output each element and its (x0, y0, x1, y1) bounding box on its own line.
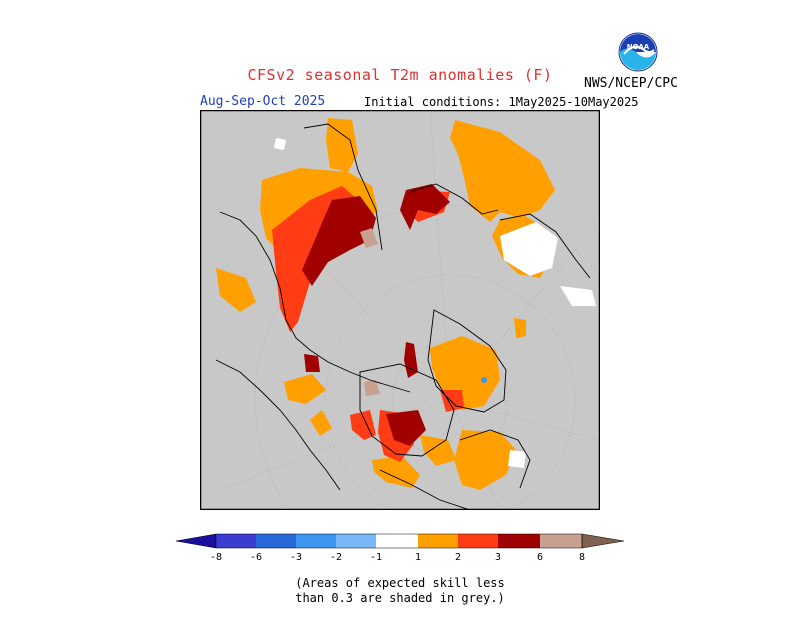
org-label: NWS/NCEP/CPC (584, 76, 678, 91)
tick-label: 1 (415, 552, 421, 563)
tick-label: 8 (579, 552, 585, 563)
colorbar-frame (215, 533, 583, 549)
colorbar-swatch (498, 534, 540, 548)
colorbar-legend: -8 -6 -3 -2 -1 1 2 3 6 8 (175, 533, 625, 563)
tick-label: 6 (537, 552, 543, 563)
colorbar-swatch (256, 534, 296, 548)
tick-label: -6 (250, 552, 262, 563)
colorbar-swatch (376, 534, 418, 548)
noaa-logo-icon: NOAA (618, 32, 658, 72)
coastlines (215, 123, 591, 510)
anomaly-near-normal (274, 138, 596, 468)
season-label: Aug-Sep-Oct 2025 (200, 94, 326, 109)
tick-label: -2 (330, 552, 342, 563)
skill-note-line: (Areas of expected skill less (295, 576, 505, 590)
colorbar-swatch (216, 534, 256, 548)
noaa-logo-text: NOAA (627, 43, 650, 51)
colorbar-swatch (458, 534, 498, 548)
colorbar-arrow-left (175, 533, 217, 549)
tick-label: 2 (455, 552, 461, 563)
chart-title: CFSv2 seasonal T2m anomalies (F) (247, 66, 553, 84)
tick-label: -3 (290, 552, 302, 563)
initial-conditions-label: Initial conditions: 1May2025-10May2025 (364, 95, 639, 109)
anomaly-3-6 (302, 184, 450, 446)
colorbar-swatch (540, 534, 582, 548)
skill-note: (Areas of expected skill less than 0.3 a… (0, 576, 800, 606)
tick-label: -8 (210, 552, 222, 563)
anomaly-map (200, 110, 600, 510)
colorbar-arrow-right (581, 533, 625, 549)
anomaly-6-8 (360, 228, 380, 396)
map-frame (200, 110, 600, 510)
tick-label: 3 (495, 552, 501, 563)
tick-label: -1 (370, 552, 382, 563)
skill-note-line: than 0.3 are shaded in grey.) (295, 591, 505, 605)
colorbar-swatch (296, 534, 336, 548)
colorbar-swatch (336, 534, 376, 548)
small-negative-anomaly (481, 377, 487, 383)
colorbar-swatch (418, 534, 458, 548)
